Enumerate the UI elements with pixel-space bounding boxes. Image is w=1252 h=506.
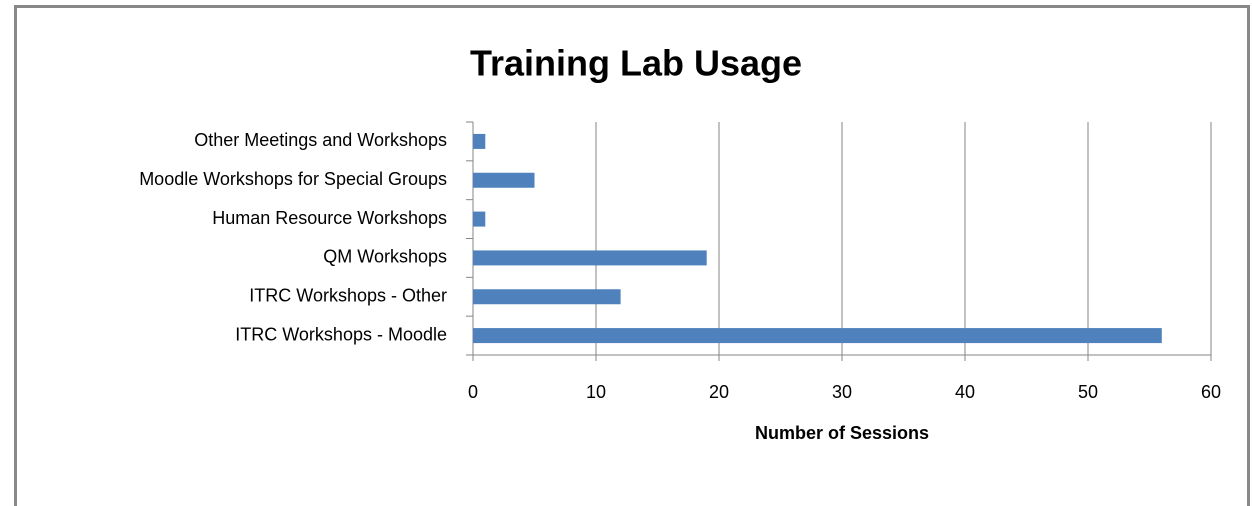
bar xyxy=(473,211,486,227)
x-tick-label: 20 xyxy=(709,382,729,402)
x-tick-label: 40 xyxy=(955,382,975,402)
y-tick-label: ITRC Workshops - Moodle xyxy=(235,324,447,344)
y-tick-label: Human Resource Workshops xyxy=(212,208,447,228)
x-tick-label: 50 xyxy=(1078,382,1098,402)
bar xyxy=(473,250,707,266)
bar xyxy=(473,133,486,149)
y-tick-label: ITRC Workshops - Other xyxy=(249,286,447,306)
y-tick-label: Moodle Workshops for Special Groups xyxy=(139,169,447,189)
x-tick-label: 0 xyxy=(468,382,478,402)
x-axis-title: Number of Sessions xyxy=(755,423,929,443)
bar xyxy=(473,172,535,188)
x-tick-label: 30 xyxy=(832,382,852,402)
bar xyxy=(473,328,1162,344)
x-tick-label: 10 xyxy=(586,382,606,402)
chart-title: Training Lab Usage xyxy=(470,43,802,84)
y-tick-label: Other Meetings and Workshops xyxy=(194,130,447,150)
bar xyxy=(473,289,621,305)
y-tick-label: QM Workshops xyxy=(323,247,447,267)
x-tick-label: 60 xyxy=(1201,382,1221,402)
